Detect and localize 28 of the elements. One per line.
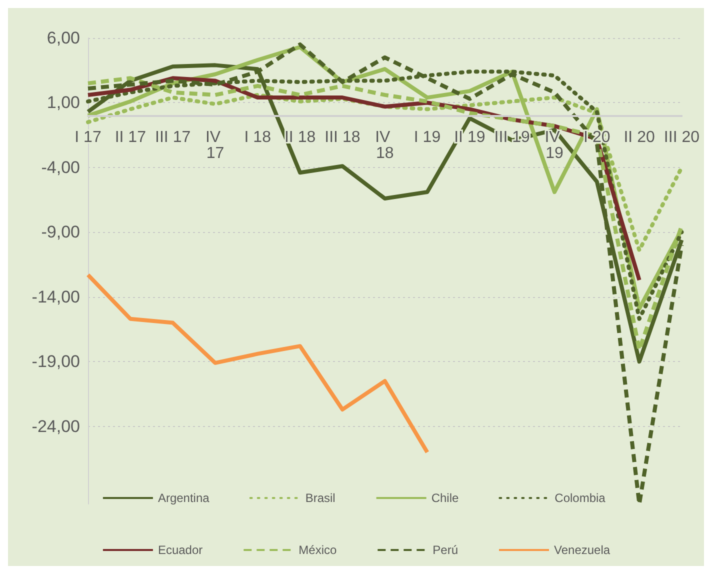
x-tick-label: IV 18: [375, 129, 395, 162]
x-tick-label: II 17: [114, 129, 146, 146]
x-tick-label: I 18: [244, 129, 272, 146]
line-series: [86, 272, 430, 454]
legend-label: Venezuela: [554, 543, 610, 557]
x-tick-label: III 20: [664, 129, 700, 146]
y-tick-label: -24,00: [32, 416, 80, 436]
x-tick-label: I 17: [74, 129, 102, 146]
legend-label: Chile: [431, 491, 459, 505]
y-tick-label: -14,00: [32, 287, 80, 306]
x-tick-label: IV 19: [544, 129, 564, 162]
x-tick-label: I 19: [414, 129, 441, 146]
x-tick-label: II 20: [624, 129, 655, 146]
y-tick-label: -9,00: [41, 222, 80, 242]
x-tick-label: III 17: [155, 129, 191, 146]
x-tick-label: IV 17: [205, 129, 226, 162]
legend-label: Perú: [432, 543, 458, 557]
y-tick-label: 6,00: [46, 28, 80, 48]
y-tick-label: 1,00: [46, 93, 80, 112]
legend-label: Ecuador: [158, 543, 203, 557]
legend-label: Brasil: [305, 491, 336, 505]
x-tick-label: I 20: [584, 129, 610, 146]
y-tick-label: -19,00: [32, 352, 80, 372]
legend-label: Colombia: [554, 491, 606, 505]
legend-label: Argentina: [158, 491, 210, 505]
y-tick-label: -4,00: [41, 158, 80, 177]
legend-label: México: [298, 543, 337, 557]
x-tick-label: III 18: [324, 129, 360, 146]
